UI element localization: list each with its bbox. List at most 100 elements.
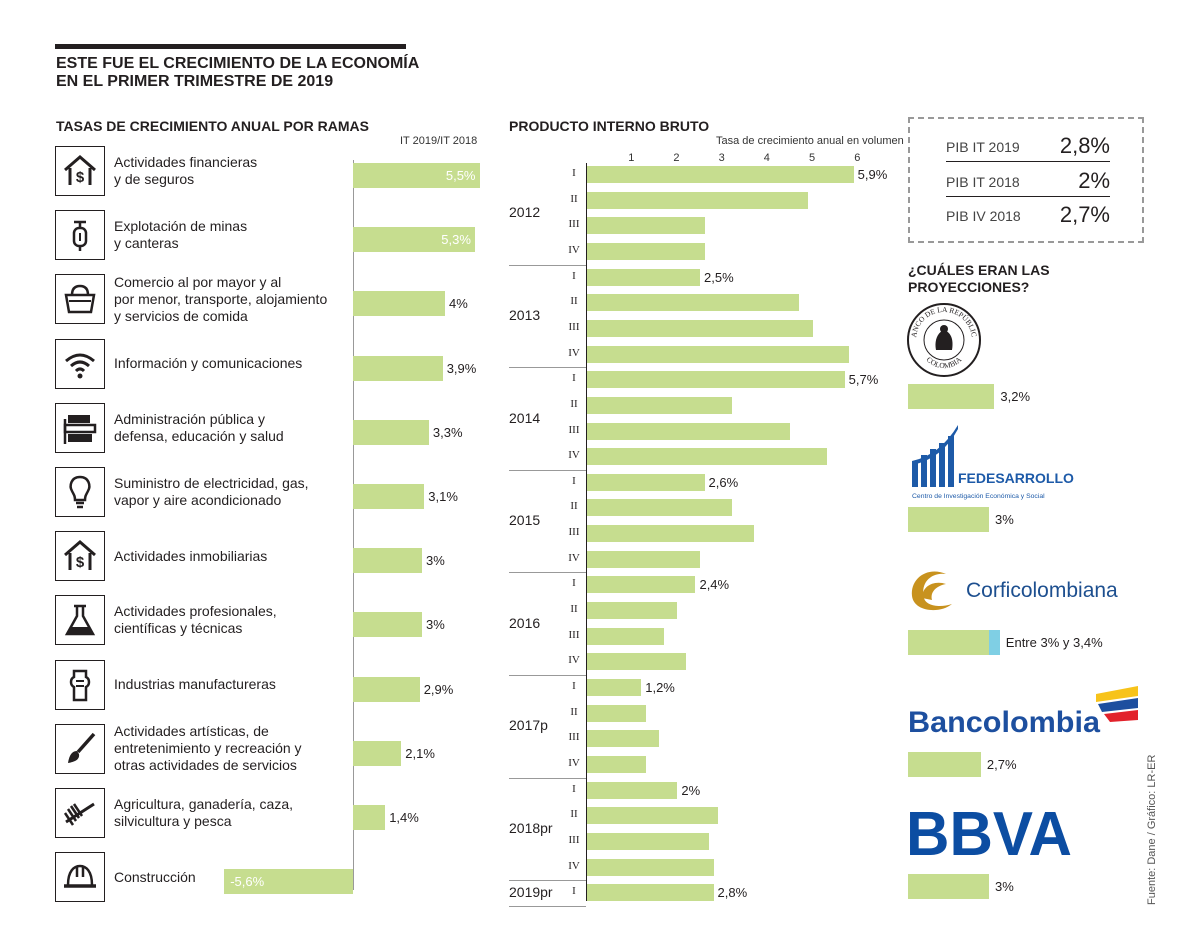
gdp-value-label: 2,8% <box>717 885 748 901</box>
gdp-bar <box>587 422 791 440</box>
sector-value-label: 3% <box>426 553 445 569</box>
bancolombia-logo: Bancolombia <box>908 686 1138 739</box>
bbva-logo: BBVA <box>906 800 1072 860</box>
gdp-bar <box>587 679 642 696</box>
gdp-quarter-label: III <box>568 628 580 641</box>
gdp-tick-label: 4 <box>763 152 770 164</box>
sector-value-label: 2,1% <box>405 745 435 761</box>
lightbulb-icon <box>55 467 105 517</box>
bbva-projection-label: 3% <box>995 879 1014 894</box>
gdp-quarter-label: II <box>570 397 578 410</box>
gdp-bar <box>587 191 809 209</box>
sector-label: Construcción <box>114 869 354 886</box>
sector-label-line: Industrias manufactureras <box>114 676 276 693</box>
sector-value-label: 1,4% <box>389 810 419 825</box>
fedesarrollo-projection-label: 3% <box>995 512 1014 527</box>
banrep_seal-projection-label: 3,2% <box>1000 389 1031 404</box>
sector-bar <box>353 419 429 445</box>
gdp-tick-label: 2 <box>673 152 680 164</box>
corficolombiana-projection-label: Entre 3% y 3,4% <box>1005 635 1103 650</box>
bbva-name: BBVA <box>906 800 1072 860</box>
mining-lamp-icon <box>55 210 105 261</box>
gdp-tick-label: 6 <box>854 152 861 164</box>
gdp-bar <box>587 576 696 594</box>
paintbrush-icon <box>55 723 105 774</box>
gdp-year-separator <box>509 572 586 574</box>
gdp-quarter-label: I <box>572 474 576 487</box>
pib-summary-box: PIB IT 2019 2,8% PIB IT 2018 2% PIB IV 2… <box>908 117 1144 243</box>
gdp-quarter-label: III <box>568 218 580 231</box>
projections-title-line-2: PROYECCIONES? <box>908 279 1030 295</box>
sector-label: Actividades financieras y de seguros <box>114 154 354 188</box>
gdp-bar <box>587 704 646 722</box>
pib-row: PIB IV 2018 2,7% <box>946 197 1110 230</box>
gdp-xlabel: Tasa de crecimiento anual en volumen <box>716 135 904 147</box>
gdp-bar <box>587 268 700 286</box>
sector-value-label: 4% <box>449 296 468 312</box>
corficolombiana-projection-bar <box>908 630 989 655</box>
fedesarrollo-projection-bar <box>908 507 989 532</box>
gdp-quarter-label: I <box>572 372 576 385</box>
gdp-quarter-label: II <box>570 192 578 205</box>
sector-label: Administración pública y defensa, educaci… <box>114 411 354 445</box>
sector-label-line: silvicultura y pesca <box>114 813 232 829</box>
pib-row-value: 2,8% <box>1059 133 1110 158</box>
gdp-quarter-label: I <box>572 269 576 282</box>
gdp-year-label: 2014 <box>509 409 541 426</box>
fedesarrollo-subtitle: Centro de Investigación Económica y Soci… <box>912 493 1045 500</box>
sector-bar <box>353 676 420 702</box>
sector-label-line: Construcción <box>114 868 196 885</box>
sector-label: Industrias manufactureras <box>114 676 354 693</box>
hardhat-icon <box>55 852 105 903</box>
gdp-year-label: 2016 <box>509 614 541 631</box>
corficolombiana-logo: Corficolombiana <box>911 571 1118 611</box>
gdp-quarter-label: I <box>572 782 576 795</box>
sector-value-label: 3,1% <box>428 489 458 504</box>
sector-bar <box>353 163 480 188</box>
pib-row-label: PIB IT 2018 <box>946 174 1020 190</box>
gdp-quarter-label: I <box>572 167 576 179</box>
sectors-chart-title: TASAS DE CRECIMIENTO ANUAL POR RAMAS <box>56 118 369 134</box>
gdp-quarter-label: III <box>568 833 580 846</box>
svg-text:$: $ <box>76 169 85 186</box>
sector-label-line: y servicios de comida <box>114 307 248 324</box>
pib-row-value: 2% <box>1078 168 1110 193</box>
pib-row-value: 2,7% <box>1059 202 1110 227</box>
gdp-bar <box>587 653 687 671</box>
gdp-value-label: 2,4% <box>699 577 730 593</box>
gdp-quarter-label: II <box>570 808 578 821</box>
gdp-bar <box>587 166 854 183</box>
gdp-bar <box>587 319 813 337</box>
sector-value-label: 3,3% <box>432 424 463 440</box>
sector-value-label: 3,9% <box>446 360 477 376</box>
page-title: ESTE FUE EL CRECIMIENTO DE LA ECONOMÍA E… <box>56 55 436 91</box>
corficolombiana-name: Corficolombiana <box>966 579 1118 602</box>
sector-label-line: Explotación de minas <box>114 218 248 235</box>
sector-label-line: entretenimiento y recreación y <box>114 740 302 757</box>
source-note: Fuente: Dane / Gráfico: LR-ER <box>1146 754 1158 905</box>
sector-label: Actividades artísticas, de entretenimient… <box>114 723 354 774</box>
sector-label-line: científicas y técnicas <box>114 620 243 637</box>
gdp-quarter-label: IV <box>568 551 580 564</box>
sector-label-line: y canteras <box>114 235 179 252</box>
gdp-year-separator <box>509 675 586 676</box>
gdp-bar <box>587 371 845 389</box>
flask-icon <box>55 595 105 646</box>
gdp-bar <box>587 525 755 543</box>
sector-label-line: vapor y aire acondicionado <box>114 492 282 508</box>
gdp-quarter-label: III <box>568 320 580 333</box>
sector-label: Agricultura, ganadería, caza, silvicultur… <box>114 796 354 830</box>
sector-label: Actividades inmobiliarias <box>114 548 354 565</box>
gdp-quarter-label: IV <box>568 346 580 359</box>
sector-bar <box>224 869 353 895</box>
gdp-quarter-label: I <box>572 577 576 590</box>
sector-value-label: 3% <box>426 617 445 633</box>
books-icon <box>55 402 105 453</box>
banrep-seal-logo: BANCO DE LA REPÚBLICA COLOMBIA <box>906 302 981 377</box>
gdp-tick-label: 5 <box>809 152 816 164</box>
gdp-bar <box>587 602 678 620</box>
banrep_seal-projection-bar <box>908 384 995 409</box>
gdp-bar <box>587 781 678 799</box>
sector-bar <box>353 355 443 381</box>
gdp-tick-label: 1 <box>628 152 635 164</box>
